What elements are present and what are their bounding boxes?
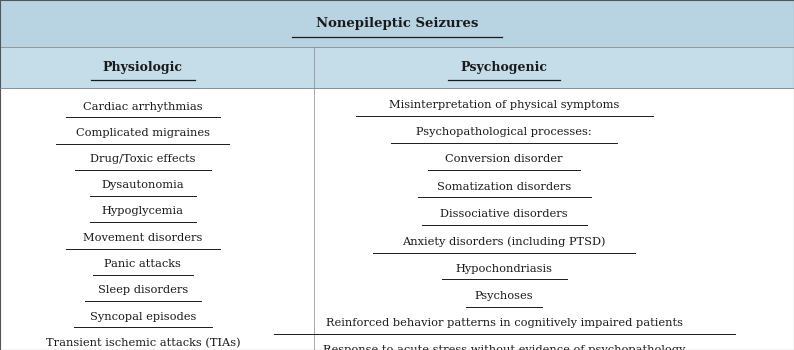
Text: Nonepileptic Seizures: Nonepileptic Seizures <box>316 17 478 30</box>
Text: Anxiety disorders (including PTSD): Anxiety disorders (including PTSD) <box>403 236 606 247</box>
Text: Cardiac arrhythmias: Cardiac arrhythmias <box>83 102 202 112</box>
Text: Somatization disorders: Somatization disorders <box>437 182 572 192</box>
Text: Sleep disorders: Sleep disorders <box>98 285 188 295</box>
Text: Dysautonomia: Dysautonomia <box>102 180 184 190</box>
Text: Hypochondriasis: Hypochondriasis <box>456 264 553 274</box>
Text: Response to acute stress without evidence of psychopathology: Response to acute stress without evidenc… <box>323 345 685 350</box>
FancyBboxPatch shape <box>0 0 794 47</box>
Text: Psychogenic: Psychogenic <box>461 61 548 74</box>
Text: Conversion disorder: Conversion disorder <box>445 154 563 164</box>
Text: Movement disorders: Movement disorders <box>83 233 202 243</box>
Text: Psychopathological processes:: Psychopathological processes: <box>416 127 592 137</box>
Text: Physiologic: Physiologic <box>103 61 183 74</box>
Text: Misinterpretation of physical symptoms: Misinterpretation of physical symptoms <box>389 100 619 110</box>
Text: Reinforced behavior patterns in cognitively impaired patients: Reinforced behavior patterns in cognitiv… <box>326 318 683 328</box>
Text: Drug/Toxic effects: Drug/Toxic effects <box>91 154 195 164</box>
Text: Psychoses: Psychoses <box>475 291 534 301</box>
Text: Transient ischemic attacks (TIAs): Transient ischemic attacks (TIAs) <box>45 338 241 348</box>
Text: Dissociative disorders: Dissociative disorders <box>441 209 568 219</box>
Text: Complicated migraines: Complicated migraines <box>76 128 210 138</box>
Text: Panic attacks: Panic attacks <box>105 259 181 269</box>
Text: Hypoglycemia: Hypoglycemia <box>102 206 184 217</box>
FancyBboxPatch shape <box>0 47 794 88</box>
Text: Syncopal episodes: Syncopal episodes <box>90 312 196 322</box>
